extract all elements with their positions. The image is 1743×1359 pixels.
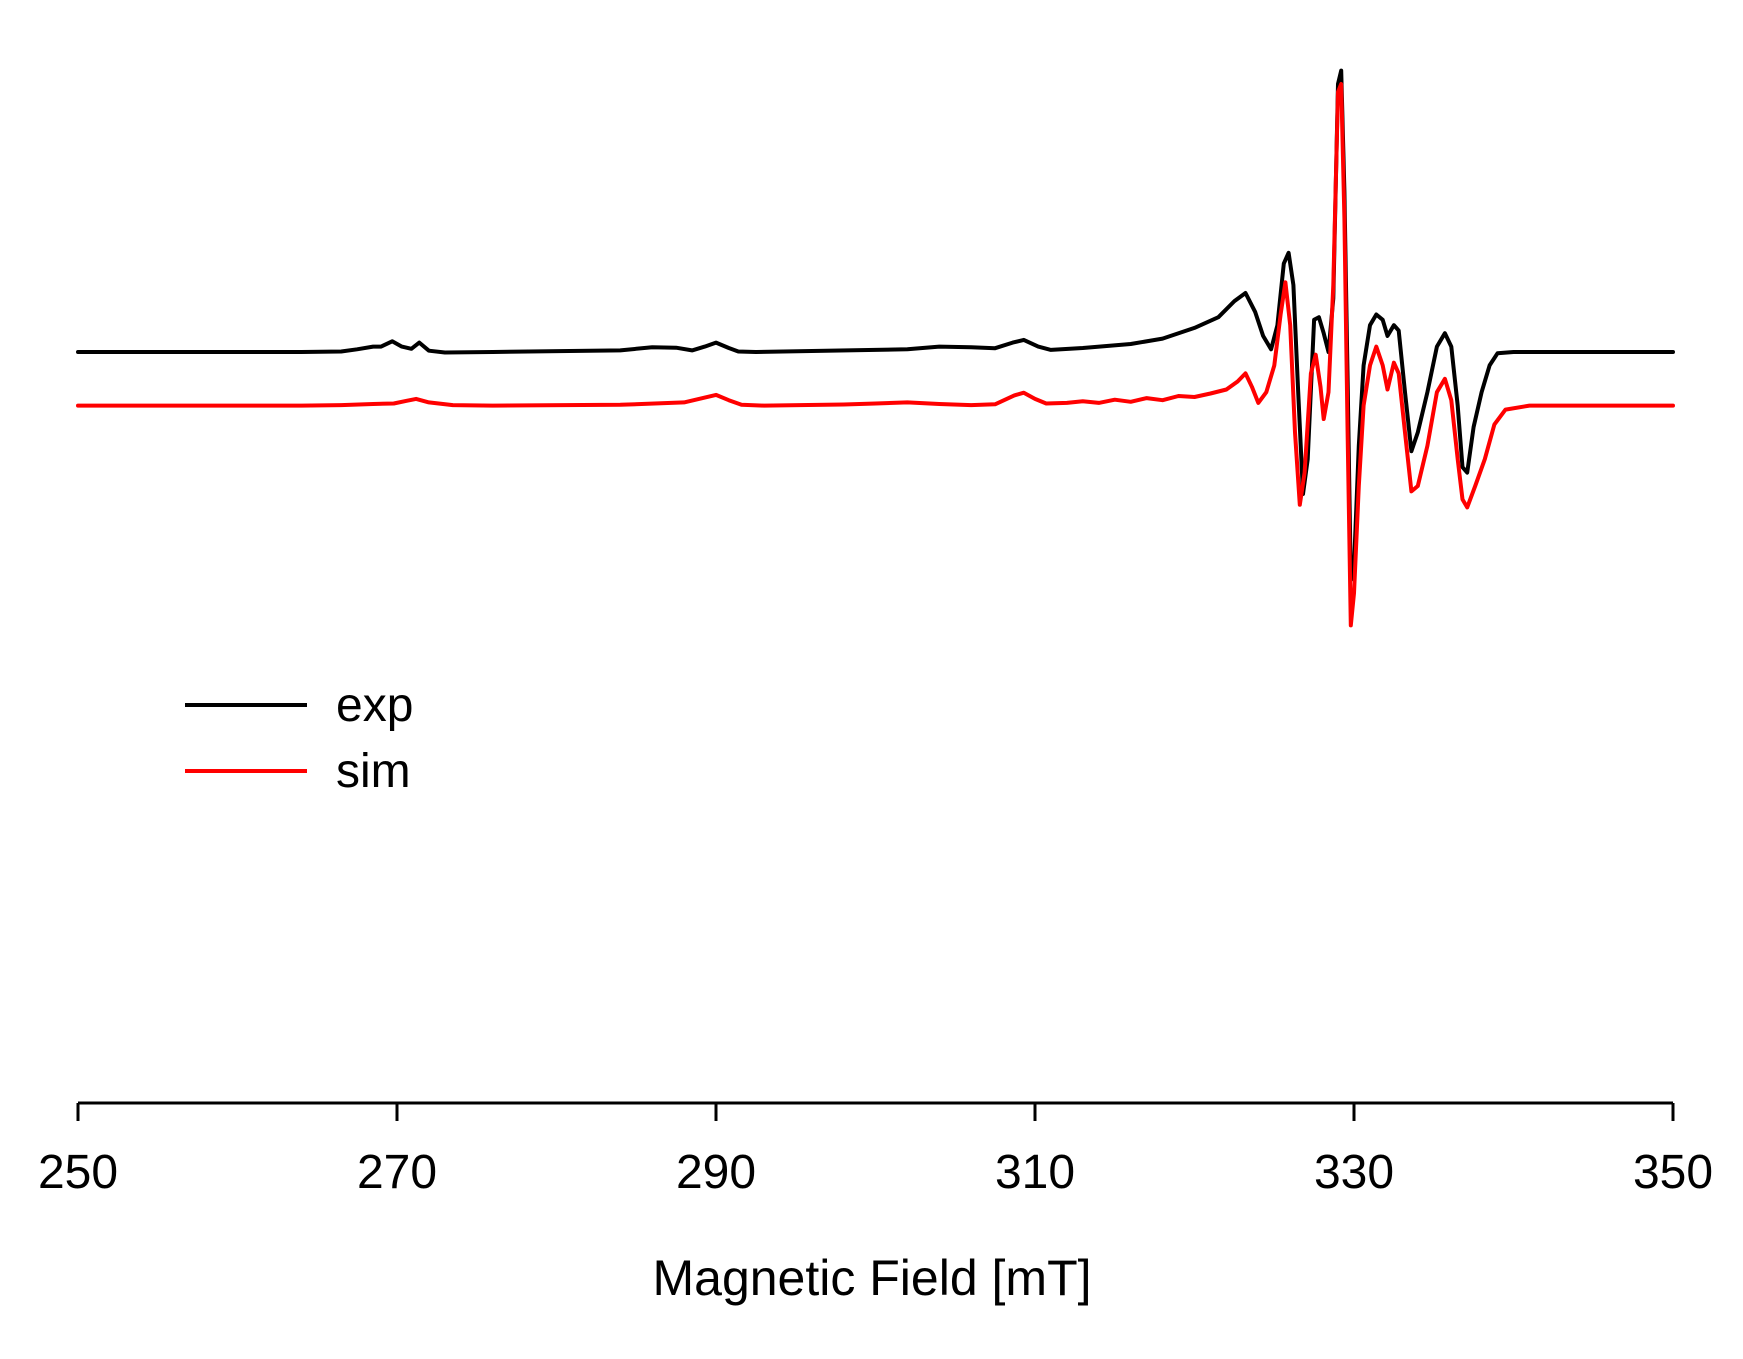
- x-tick-label: 270: [357, 1146, 437, 1199]
- x-tick-label: 250: [38, 1146, 118, 1199]
- x-axis: 250 270 290 310 330 350: [38, 1101, 1713, 1199]
- plot-lines: [76, 68, 1675, 628]
- x-tick-label: 330: [1314, 1146, 1394, 1199]
- legend-label-sim: sim: [336, 745, 411, 798]
- series-line-sim: [76, 82, 1675, 628]
- legend: exp sim: [185, 679, 413, 798]
- x-axis-title: Magnetic Field [mT]: [652, 1250, 1091, 1306]
- legend-label-exp: exp: [336, 679, 413, 732]
- x-tick-label: 310: [995, 1146, 1075, 1199]
- x-tick-label: 290: [676, 1146, 756, 1199]
- x-tick-label: 350: [1633, 1146, 1713, 1199]
